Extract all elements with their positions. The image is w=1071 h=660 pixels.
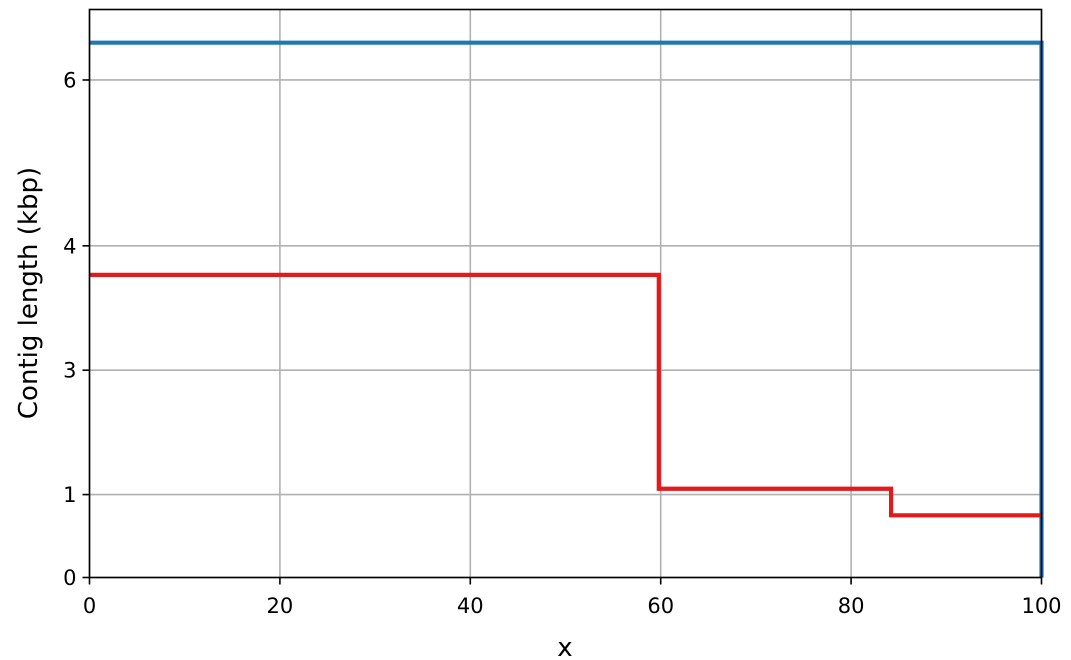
x-tick-label: 80 [838,594,865,618]
x-tick-label: 100 [1021,594,1061,618]
series-line-1 [89,40,1044,578]
y-tick-label: 3 [63,359,76,383]
series-group [89,40,1044,578]
y-tick-label: 1 [63,483,76,507]
y-tick-label: 0 [63,566,76,590]
x-tick-label: 40 [457,594,484,618]
y-tick-label: 6 [63,68,76,92]
grid [88,9,1043,579]
y-axis-title: Contig length (kbp) [14,167,44,419]
x-axis-title: x [557,633,572,660]
plot-frame [88,8,1043,579]
x-tick-label: 0 [83,594,96,618]
x-tick-label: 20 [267,594,294,618]
x-axis: 0 20 40 60 80 100 [83,577,1062,618]
x-tick-label: 60 [647,594,674,618]
series-line-2 [89,272,1042,518]
y-axis: 0 1 3 4 6 [63,68,90,590]
y-tick-label: 4 [63,234,76,258]
